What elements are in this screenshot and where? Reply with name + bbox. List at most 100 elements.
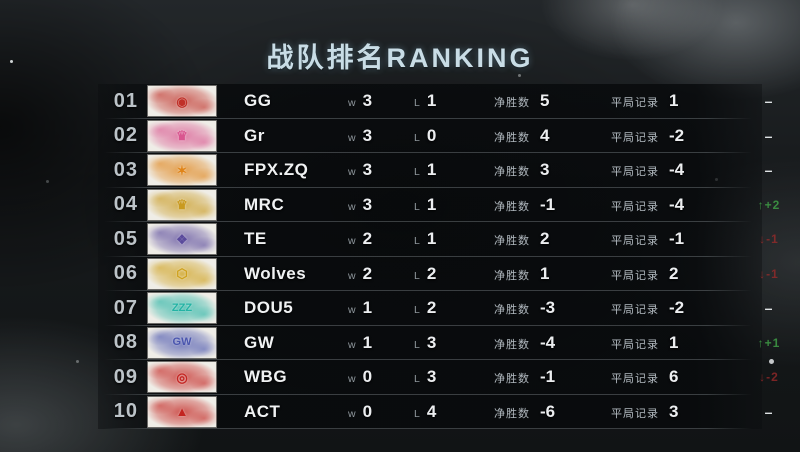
team-name: Gr — [244, 125, 265, 145]
net-wins-value: -6 — [540, 401, 556, 421]
rank-number: 03 — [113, 158, 138, 181]
net-wins-stat: 净胜数 -3 — [494, 298, 611, 318]
net-wins-value: 2 — [540, 229, 550, 249]
ranking-table: 01 ◉ GG w 3 L 1 净胜数 5 平局记录 1 – 02 ♛ Gr — [98, 84, 779, 429]
losses-stat: L 3 — [414, 367, 494, 387]
wins-value: 2 — [362, 263, 373, 283]
losses-label: L — [414, 97, 420, 110]
team-logo-splash — [147, 326, 217, 359]
table-row: 06 ⬡ Wolves w 2 L 2 净胜数 1 平局记录 2 ↓-1 — [98, 256, 778, 291]
rank-number: 04 — [113, 193, 138, 216]
draw-record-label: 平局记录 — [611, 304, 659, 317]
wins-value: 3 — [362, 125, 373, 145]
losses-stat: L 3 — [414, 333, 494, 353]
wins-value: 3 — [362, 91, 373, 111]
losses-stat: L 1 — [414, 195, 494, 215]
draw-record-value: -4 — [669, 160, 685, 180]
wins-value: 2 — [362, 229, 373, 249]
net-wins-label: 净胜数 — [494, 200, 530, 213]
losses-stat: L 2 — [414, 264, 494, 284]
team-logo-splash — [147, 223, 217, 256]
losses-stat: L 4 — [414, 402, 494, 422]
net-wins-value: 5 — [540, 91, 550, 111]
draw-record-stat: 平局记录 -1 — [611, 229, 737, 249]
losses-label: L — [414, 235, 420, 248]
net-wins-stat: 净胜数 3 — [494, 160, 611, 180]
rank-number: 06 — [113, 262, 138, 285]
draw-record-stat: 平局记录 -2 — [611, 126, 737, 146]
wins-value: 1 — [362, 332, 373, 352]
wins-value: 1 — [362, 298, 373, 318]
net-wins-value: -1 — [540, 367, 556, 387]
draw-record-label: 平局记录 — [611, 200, 659, 213]
net-wins-label: 净胜数 — [494, 97, 530, 110]
team-logo-splash — [147, 85, 217, 118]
rank-number: 07 — [113, 296, 138, 319]
wins-label: w — [348, 373, 356, 386]
table-row: 05 ❖ TE w 2 L 1 净胜数 2 平局记录 -1 ↓-1 — [98, 222, 778, 257]
losses-label: L — [414, 304, 420, 317]
wins-label: w — [348, 131, 356, 144]
wins-label: w — [348, 200, 356, 213]
rank-number: 08 — [113, 331, 138, 354]
rank-change-indicator: ↑+2 — [757, 197, 781, 212]
net-wins-stat: 净胜数 -1 — [494, 367, 611, 387]
draw-record-value: -2 — [669, 125, 685, 145]
draw-record-label: 平局记录 — [611, 407, 659, 420]
wins-stat: w 1 — [348, 333, 414, 353]
net-wins-label: 净胜数 — [494, 166, 530, 179]
net-wins-stat: 净胜数 1 — [494, 264, 611, 284]
team-logo-splash — [147, 395, 217, 428]
draw-record-value: 1 — [669, 91, 679, 111]
draw-record-stat: 平局记录 1 — [611, 91, 737, 111]
rank-change-indicator: – — [764, 300, 774, 317]
table-row: 10 ▲ ACT w 0 L 4 净胜数 -6 平局记录 3 – — [98, 394, 772, 429]
wins-stat: w 2 — [348, 229, 414, 249]
team-logo-icon: ◉ — [176, 93, 188, 109]
wins-label: w — [348, 407, 356, 420]
losses-value: 2 — [426, 298, 437, 318]
rank-change-indicator: ↓-1 — [759, 266, 779, 281]
rank-number: 01 — [113, 89, 138, 112]
losses-stat: L 1 — [414, 160, 494, 180]
draw-record-label: 平局记录 — [611, 235, 659, 248]
gw-wings-logo: GW — [147, 326, 217, 359]
rank-number: 05 — [113, 227, 138, 250]
losses-label: L — [414, 131, 420, 144]
losses-label: L — [414, 338, 420, 351]
snow-specks — [10, 60, 13, 63]
draw-record-label: 平局记录 — [611, 131, 659, 144]
wins-stat: w 0 — [348, 367, 414, 387]
team-logo-icon: ✶ — [176, 162, 188, 178]
dou5-zzz-box-logo: ZZZ — [147, 292, 217, 325]
draw-record-label: 平局记录 — [611, 97, 659, 110]
losses-value: 0 — [426, 125, 437, 145]
mrc-crown-logo: ♛ — [147, 188, 217, 221]
draw-record-stat: 平局记录 3 — [611, 402, 737, 422]
losses-label: L — [414, 269, 420, 282]
net-wins-stat: 净胜数 5 — [494, 91, 611, 111]
wins-label: w — [348, 166, 356, 179]
losses-stat: L 1 — [414, 229, 494, 249]
team-logo-icon: ◎ — [176, 369, 188, 385]
draw-record-value: 6 — [669, 367, 679, 387]
net-wins-stat: 净胜数 -1 — [494, 195, 611, 215]
draw-record-stat: 平局记录 -4 — [611, 195, 737, 215]
net-wins-label: 净胜数 — [494, 131, 530, 144]
draw-record-stat: 平局记录 1 — [611, 333, 737, 353]
net-wins-label: 净胜数 — [494, 235, 530, 248]
team-logo-icon: ❖ — [176, 231, 188, 247]
net-wins-label: 净胜数 — [494, 338, 530, 351]
net-wins-label: 净胜数 — [494, 269, 530, 282]
gr-crown-logo: ♛ — [147, 119, 217, 152]
wins-stat: w 3 — [348, 160, 414, 180]
wins-label: w — [348, 338, 356, 351]
losses-value: 2 — [426, 263, 437, 283]
team-name: GW — [244, 332, 275, 352]
net-wins-label: 净胜数 — [494, 373, 530, 386]
losses-value: 3 — [426, 332, 437, 352]
draw-record-value: -2 — [669, 298, 685, 318]
net-wins-stat: 净胜数 -4 — [494, 333, 611, 353]
wins-label: w — [348, 304, 356, 317]
draw-record-value: 3 — [669, 401, 679, 421]
